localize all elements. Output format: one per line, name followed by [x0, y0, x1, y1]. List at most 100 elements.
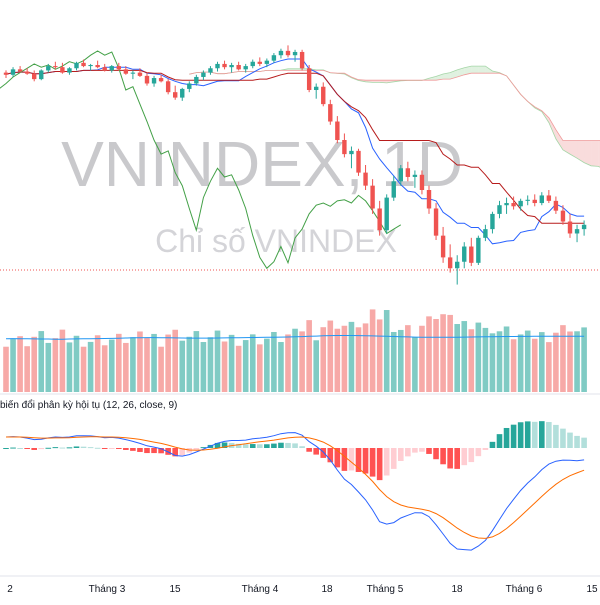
candle-body — [244, 66, 248, 69]
macd-histogram-bar — [250, 444, 256, 448]
macd-histogram-bar — [497, 434, 503, 448]
volume-bar — [102, 345, 108, 392]
candle — [469, 238, 473, 266]
macd-histogram-bar — [74, 446, 80, 448]
macd-histogram-bar — [419, 448, 425, 452]
candle-body — [497, 205, 501, 214]
candle — [88, 64, 92, 71]
macd-histogram-bar — [440, 448, 446, 464]
candle — [215, 62, 219, 72]
volume-bar — [53, 338, 59, 392]
macd-pane[interactable] — [3, 421, 587, 550]
candle-body — [67, 68, 71, 72]
volume-bar — [320, 327, 326, 392]
macd-histogram-bar — [574, 436, 580, 448]
volume-bar — [518, 334, 524, 392]
candle — [568, 214, 572, 238]
candle — [60, 63, 64, 74]
volume-bar — [271, 332, 277, 392]
candle — [547, 190, 551, 203]
volume-bar — [363, 323, 369, 392]
macd-histogram-bar — [194, 448, 200, 450]
cloud-segment — [584, 141, 591, 166]
macd-histogram-bar — [405, 448, 411, 456]
candle-body — [370, 186, 374, 209]
candle — [497, 201, 501, 218]
macd-histogram-bar — [243, 444, 249, 448]
candle-body — [173, 92, 177, 97]
candle-body — [518, 201, 522, 206]
candle-body — [483, 229, 487, 238]
candle-body — [554, 201, 558, 211]
cloud-segment — [556, 130, 563, 150]
macd-histogram-bar — [257, 444, 263, 448]
x-tick-label: 2 — [7, 584, 13, 595]
candle — [540, 192, 544, 205]
candle-body — [208, 68, 212, 72]
macd-histogram-bar — [426, 448, 432, 454]
macd-histogram-bar — [553, 425, 559, 448]
candle — [504, 198, 508, 214]
macd-label: biến đổi phân kỳ hội tụ (12, 26, close, … — [0, 399, 177, 411]
candle-body — [504, 203, 508, 205]
candle-body — [152, 78, 156, 83]
candle — [300, 50, 304, 71]
candle-body — [194, 77, 198, 84]
volume-bar — [46, 343, 52, 392]
macd-histogram-bar — [461, 448, 467, 465]
volume-bar — [229, 335, 235, 392]
macd-histogram-bar — [10, 448, 16, 449]
candle-body — [229, 65, 233, 67]
volume-bar — [356, 327, 362, 392]
volume-bar — [525, 331, 531, 392]
candle — [490, 212, 494, 234]
macd-histogram-bar — [285, 443, 291, 448]
candle — [314, 83, 318, 98]
candle-body — [60, 67, 64, 72]
candle — [455, 255, 459, 284]
candle-body — [462, 247, 466, 262]
cloud-segment — [570, 141, 577, 159]
candle-body — [131, 73, 135, 74]
macd-histogram-bar — [377, 448, 383, 480]
candle-body — [222, 64, 226, 67]
volume-bar — [299, 331, 305, 392]
candle-body — [363, 173, 367, 186]
candle — [518, 199, 522, 211]
volume-bar — [567, 331, 573, 392]
volume-pane[interactable] — [3, 309, 587, 392]
macd-histogram-bar — [313, 448, 319, 455]
volume-bar — [419, 326, 425, 392]
candle-body — [328, 104, 332, 121]
candle-body — [236, 65, 240, 69]
macd-histogram-bar — [398, 448, 404, 461]
candle-body — [272, 55, 276, 60]
watermark-symbol: VNINDEX, 1D — [61, 128, 463, 200]
candle-body — [279, 51, 283, 55]
candle — [229, 63, 233, 73]
candle-body — [53, 66, 57, 67]
candle-body — [575, 229, 579, 233]
volume-bar — [511, 339, 517, 392]
macd-histogram-bar — [67, 447, 73, 448]
candle-body — [476, 238, 480, 263]
candle-body — [441, 236, 445, 258]
macd-histogram-bar — [532, 422, 538, 448]
macd-histogram-bar — [38, 448, 44, 449]
candle-body — [103, 67, 107, 70]
macd-histogram-bar — [363, 448, 369, 474]
candle — [286, 45, 290, 57]
candle-body — [392, 181, 396, 197]
macd-histogram-bar — [144, 448, 150, 453]
macd-histogram-bar — [342, 448, 348, 471]
candle — [74, 62, 78, 71]
macd-histogram-bar — [151, 448, 157, 453]
volume-bar — [38, 331, 44, 392]
volume-bar — [215, 331, 221, 392]
candle — [173, 86, 177, 100]
volume-bar — [250, 334, 256, 392]
macd-histogram-bar — [278, 443, 284, 448]
volume-bar — [328, 321, 334, 392]
